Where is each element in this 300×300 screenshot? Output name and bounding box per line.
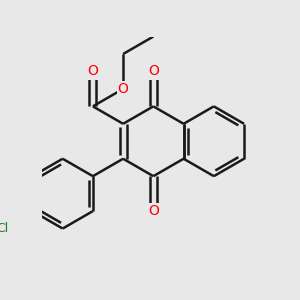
Text: Cl: Cl [0, 222, 8, 235]
Text: O: O [148, 64, 159, 78]
Text: O: O [148, 204, 159, 218]
Text: O: O [87, 64, 98, 78]
Text: O: O [118, 82, 129, 96]
